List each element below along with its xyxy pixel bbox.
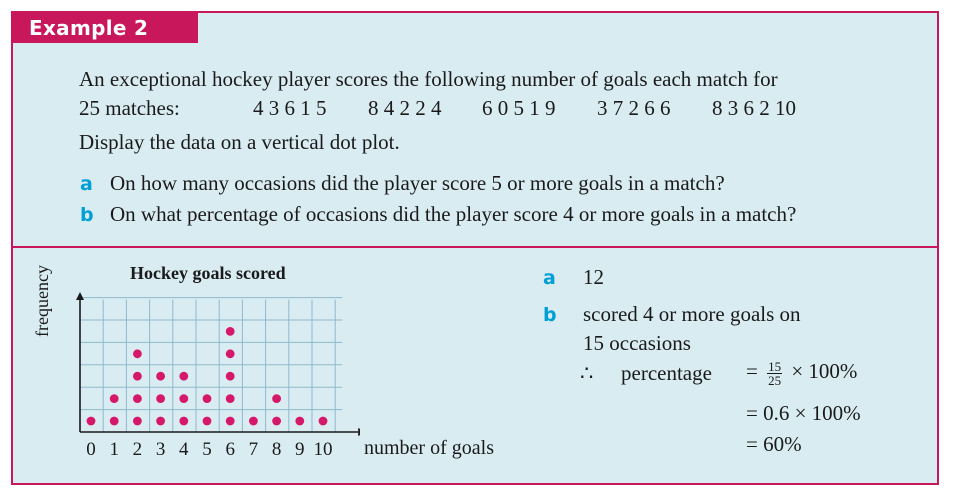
data-dot: [156, 371, 165, 381]
fraction-denominator: 25: [768, 372, 782, 388]
data-dot: [225, 394, 235, 403]
x-tick-labels: 0 1 2 3 4 5 6 7 8 9 10: [86, 439, 332, 460]
x-tick-label: 3: [156, 439, 166, 460]
instruction-text: Display the data on a vertical dot plot.: [79, 130, 400, 154]
y-axis-label: frequency: [32, 265, 52, 337]
dot-plot: 0 1 2 3 4 5 6 7 8 9 10: [76, 292, 360, 460]
answer-a-value: 12: [583, 265, 604, 289]
percentage-word: percentage: [621, 361, 712, 385]
question-a-label: a: [80, 173, 93, 195]
problem-line-2-prefix: 25 matches:: [79, 96, 180, 120]
plot-dots: [86, 327, 328, 426]
x-tick-label: 9: [295, 439, 305, 460]
data-dot: [318, 416, 328, 426]
data-dot: [202, 394, 212, 403]
data-dot: [179, 416, 189, 426]
x-axis-arrow: [358, 428, 360, 436]
calculation-step-3: = 60%: [746, 432, 802, 456]
x-tick-label: 0: [86, 439, 96, 460]
problem-line-1: An exceptional hockey player scores the …: [79, 67, 778, 91]
data-dot: [225, 327, 235, 336]
data-dot: [225, 349, 235, 359]
data-dot: [86, 416, 96, 426]
data-dot: [179, 394, 189, 403]
section-divider: [13, 246, 937, 248]
data-group-3: 6 0 5 1 9: [482, 96, 556, 120]
example-box: Example 2: [11, 11, 939, 485]
data-dot: [225, 416, 235, 426]
x-axis-label: number of goals: [364, 437, 494, 459]
x-tick-label: 4: [179, 439, 189, 460]
data-group-5: 8 3 6 2 10: [712, 96, 796, 120]
plot-grid: [79, 297, 343, 432]
answer-b-label: b: [543, 304, 557, 326]
x-tick-label: 5: [202, 439, 212, 460]
x-tick-label: 2: [133, 439, 143, 460]
answer-a-label: a: [543, 267, 556, 289]
fraction: 15 25: [767, 358, 783, 388]
data-group-4: 3 7 2 6 6: [597, 96, 671, 120]
data-dot: [109, 416, 119, 426]
data-dot: [133, 349, 142, 359]
calculation-step-2: = 0.6 × 100%: [746, 401, 861, 425]
answer-b-line-2: 15 occasions: [583, 331, 691, 355]
data-dot: [133, 371, 142, 381]
y-axis-arrow: [76, 292, 84, 300]
times-100: × 100%: [791, 359, 858, 383]
x-tick-label: 1: [109, 439, 119, 460]
data-dot: [133, 394, 142, 403]
data-dot: [156, 394, 165, 403]
data-dot: [179, 371, 189, 381]
question-a-text: On how many occasions did the player sco…: [110, 171, 725, 195]
x-tick-label: 6: [225, 439, 235, 460]
question-b-text: On what percentage of occasions did the …: [110, 202, 797, 226]
data-dot: [133, 416, 142, 426]
data-dot: [156, 416, 165, 426]
data-dot: [272, 416, 281, 426]
data-group-1: 4 3 6 1 5: [253, 96, 327, 120]
chart-title: Hockey goals scored: [130, 263, 286, 283]
plot-axes: [76, 292, 360, 436]
therefore-symbol: ∴: [580, 361, 594, 385]
x-tick-label: 8: [272, 439, 282, 460]
data-dot: [202, 416, 212, 426]
data-dot: [295, 416, 305, 426]
data-group-2: 8 4 2 2 4: [368, 96, 442, 120]
x-tick-label: 10: [314, 439, 333, 460]
data-dot: [249, 416, 258, 426]
data-dot: [109, 394, 119, 403]
equals-sign: =: [746, 359, 758, 383]
fraction-numerator: 15: [767, 358, 783, 374]
example-heading: Example 2: [13, 13, 198, 43]
question-b-label: b: [80, 204, 94, 226]
data-dot: [272, 394, 281, 403]
percentage-calculation: = 15 25 × 100%: [746, 359, 857, 387]
data-dot: [225, 371, 235, 381]
x-tick-label: 7: [249, 439, 259, 460]
answer-b-line-1: scored 4 or more goals on: [583, 302, 801, 326]
